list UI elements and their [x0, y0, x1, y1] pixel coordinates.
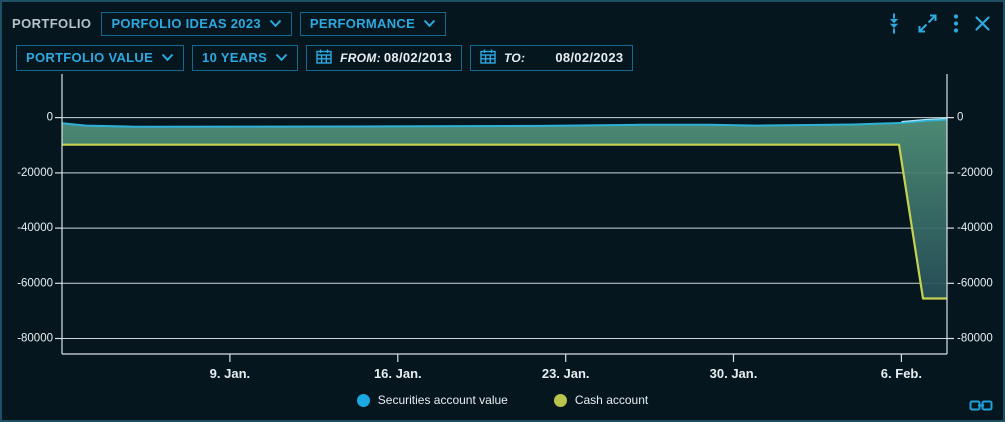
chevron-down-icon: [275, 53, 288, 62]
to-label: TO:: [503, 50, 526, 65]
close-icon[interactable]: [974, 15, 991, 32]
view-select-dropdown[interactable]: PERFORMANCE: [299, 11, 447, 36]
chevron-down-icon: [161, 53, 174, 62]
chart-plot-area[interactable]: 0 0 -20000 -20000 -40000 -40000 -60000 -60000 -8…: [2, 72, 1003, 386]
legend-item-cash[interactable]: Cash account: [553, 393, 649, 407]
svg-text:-20000: -20000: [17, 167, 53, 179]
portfolio-select-label: PORFOLIO IDEAS 2023: [111, 16, 261, 31]
svg-text:30. Jan.: 30. Jan.: [710, 366, 758, 381]
svg-text:-20000: -20000: [957, 167, 993, 179]
legend-label: Securities account value: [377, 393, 508, 407]
legend-item-securities[interactable]: Securities account value: [356, 393, 508, 407]
svg-text:6. Feb.: 6. Feb.: [881, 366, 922, 381]
securities-legend-dot-icon: [356, 393, 370, 407]
chevron-down-icon: [423, 19, 436, 28]
range-select-dropdown[interactable]: 10 YEARS: [192, 44, 299, 71]
svg-text:-80000: -80000: [957, 333, 993, 345]
from-label: FROM:: [340, 50, 381, 65]
svg-text:-60000: -60000: [957, 277, 993, 289]
chart-toolbar: PORTFOLIO VALUE 10 YEARS: [16, 44, 634, 71]
svg-text:0: 0: [47, 112, 53, 124]
widget-title: PORTFOLIO: [12, 16, 92, 31]
svg-text:9. Jan.: 9. Jan.: [210, 366, 250, 381]
svg-text:-40000: -40000: [17, 222, 53, 234]
svg-text:-60000: -60000: [17, 277, 53, 289]
view-select-label: PERFORMANCE: [309, 16, 416, 31]
calendar-icon: [316, 49, 332, 67]
from-date-value: 08/02/2013: [383, 50, 452, 65]
svg-text:0: 0: [957, 112, 963, 124]
to-date-field[interactable]: TO: 08/02/2023: [469, 44, 634, 71]
cash-line: [62, 143, 947, 300]
portfolio-select-dropdown[interactable]: PORFOLIO IDEAS 2023: [101, 11, 292, 36]
link-icon[interactable]: [969, 398, 993, 413]
kebab-menu-icon[interactable]: [953, 13, 959, 34]
svg-text:-80000: -80000: [17, 333, 53, 345]
expand-icon[interactable]: [917, 13, 938, 34]
range-select-label: 10 YEARS: [202, 50, 268, 65]
to-date-value: 08/02/2023: [555, 50, 624, 65]
calendar-icon: [480, 49, 496, 67]
cash-legend-dot-icon: [553, 393, 567, 407]
legend-label: Cash account: [574, 393, 649, 407]
chevron-down-icon: [269, 19, 282, 28]
chart-legend: Securities account value Cash account: [2, 391, 1003, 409]
metric-select-dropdown[interactable]: PORTFOLIO VALUE: [16, 44, 185, 71]
svg-text:16. Jan.: 16. Jan.: [374, 366, 422, 381]
svg-text:23. Jan.: 23. Jan.: [542, 366, 590, 381]
from-date-field[interactable]: FROM: 08/02/2013: [306, 44, 462, 71]
metric-select-label: PORTFOLIO VALUE: [26, 50, 154, 65]
svg-text:-40000: -40000: [957, 222, 993, 234]
securities-line: [61, 118, 948, 128]
widget-header: PORTFOLIO PORFOLIO IDEAS 2023 PERFORMANC…: [12, 10, 991, 37]
collapse-vertical-icon[interactable]: [886, 13, 902, 34]
header-actions: [886, 13, 991, 34]
